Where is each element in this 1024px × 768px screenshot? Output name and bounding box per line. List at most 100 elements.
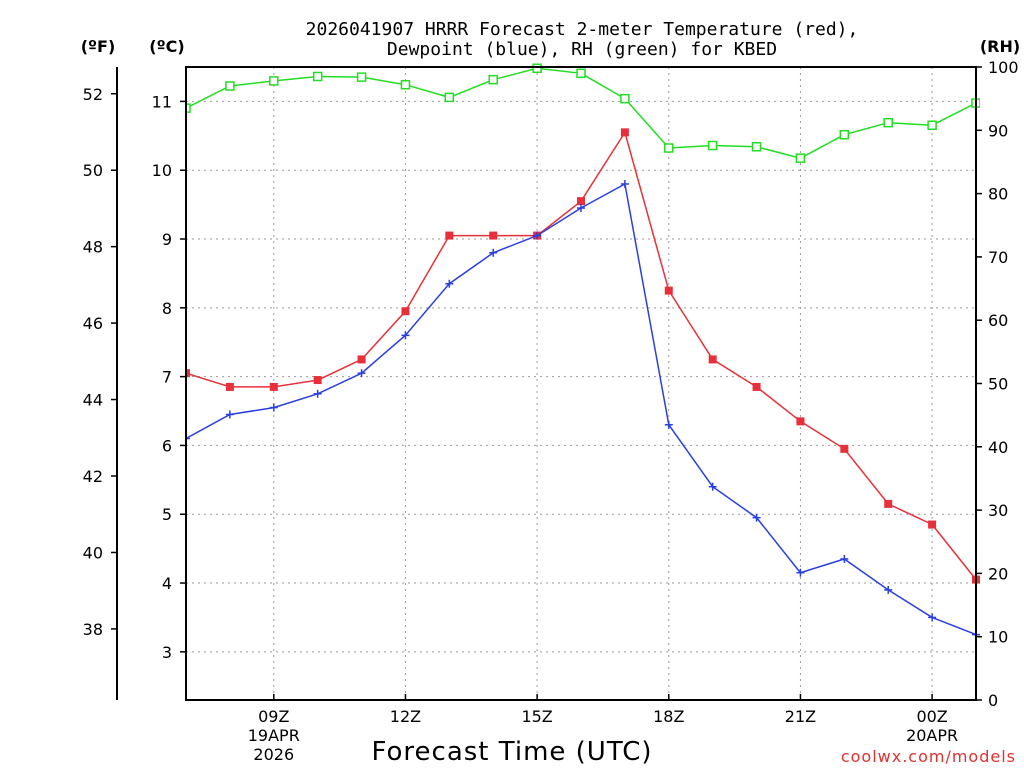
dewpoint-point-12 xyxy=(401,331,410,340)
dewpoint-point-16 xyxy=(577,204,585,213)
series-rh xyxy=(186,63,980,163)
x-axis-label: Forecast Time (UTC) xyxy=(371,737,652,767)
c-tick-label-4: 4 xyxy=(162,574,172,593)
x-tick-label-18Z: 18Z xyxy=(653,707,684,726)
x-tick-label-12Z: 12Z xyxy=(390,707,421,726)
temperature-point-22 xyxy=(840,444,849,453)
f-tick-label-40: 40 xyxy=(83,543,103,562)
temperature-point-23 xyxy=(884,499,893,508)
rh-point-10 xyxy=(312,71,323,82)
rh-tick-label-10: 10 xyxy=(988,628,1008,647)
rh-point-9 xyxy=(269,76,279,86)
temperature-point-14 xyxy=(489,231,498,240)
rh-point-8 xyxy=(225,81,235,91)
rh-point-23 xyxy=(883,117,893,128)
rh-tick-label-90: 90 xyxy=(988,121,1008,140)
x-tick-year-09Z: 2026 xyxy=(253,745,294,764)
rh-tick-label-70: 70 xyxy=(988,248,1008,267)
rh-tick-label-0: 0 xyxy=(988,691,998,710)
dewpoint-point-11 xyxy=(357,369,366,378)
dewpoint-point-8 xyxy=(225,410,234,419)
temperature-point-7 xyxy=(186,369,190,378)
rh-unit-label: (RH) xyxy=(980,37,1020,56)
chart-title-line2: Dewpoint (blue), RH (green) for KBED xyxy=(387,39,777,60)
series-layer xyxy=(186,63,980,639)
chart-title-line1: 2026041907 HRRR Forecast 2-meter Tempera… xyxy=(306,19,859,40)
rh-point-22 xyxy=(839,129,850,140)
series-temperature xyxy=(186,128,980,584)
c-tick-label-6: 6 xyxy=(162,436,172,455)
c-tick-label-9: 9 xyxy=(162,230,172,249)
temperature-point-21 xyxy=(796,417,805,426)
dewpoint-point-15 xyxy=(533,231,542,240)
x-tick-date-00Z: 20APR xyxy=(906,726,958,745)
dewpoint-line xyxy=(186,182,977,636)
rh-tick-label-50: 50 xyxy=(988,375,1008,394)
rh-tick-label-30: 30 xyxy=(988,501,1008,520)
f-tick-label-38: 38 xyxy=(83,620,103,639)
rh-tick-label-60: 60 xyxy=(988,311,1008,330)
f-tick-label-50: 50 xyxy=(83,161,103,180)
x-tick-label-09Z: 09Z xyxy=(258,707,289,726)
temperature-point-11 xyxy=(357,355,366,364)
rh-point-17 xyxy=(620,93,630,104)
rh-point-13 xyxy=(444,92,455,103)
dewpoint-point-23 xyxy=(884,585,893,594)
dewpoint-point-20 xyxy=(752,513,761,522)
dewpoint-point-18 xyxy=(664,420,673,429)
c-tick-label-10: 10 xyxy=(152,161,172,180)
temperature-point-10 xyxy=(313,376,322,385)
f-tick-label-48: 48 xyxy=(83,238,103,257)
dewpoint-point-14 xyxy=(489,248,498,257)
f-tick-label-52: 52 xyxy=(83,85,103,104)
temperature-point-19 xyxy=(708,355,717,364)
rh-point-20 xyxy=(751,142,762,152)
grid xyxy=(186,67,976,700)
c-tick-label-5: 5 xyxy=(162,505,172,524)
c-tick-label-3: 3 xyxy=(162,643,172,662)
temperature-point-18 xyxy=(664,286,673,295)
rh-point-16 xyxy=(576,68,586,79)
rh-tick-label-20: 20 xyxy=(988,564,1008,583)
rh-point-18 xyxy=(664,143,674,153)
temperature-point-9 xyxy=(269,382,278,391)
rh-point-24 xyxy=(927,120,937,130)
x-tick-date-09Z: 19APR xyxy=(248,726,300,745)
temperature-point-17 xyxy=(620,128,629,137)
rh-point-19 xyxy=(707,140,718,151)
f-tick-label-44: 44 xyxy=(83,391,103,410)
rh-point-15 xyxy=(532,63,542,74)
rh-point-21 xyxy=(795,153,806,163)
credit-label: coolwx.com/models xyxy=(841,747,1016,766)
c-tick-label-7: 7 xyxy=(162,368,172,387)
temperature-point-12 xyxy=(401,307,410,316)
dewpoint-point-24 xyxy=(928,613,937,622)
rh-point-7 xyxy=(186,103,191,113)
plot-border xyxy=(185,66,977,701)
rh-point-11 xyxy=(356,72,367,82)
c-tick-label-11: 11 xyxy=(152,92,172,111)
x-tick-label-21Z: 21Z xyxy=(785,707,816,726)
temperature-point-20 xyxy=(752,382,761,391)
x-tick-label-15Z: 15Z xyxy=(521,707,552,726)
c-tick-label-8: 8 xyxy=(162,299,172,318)
rh-line xyxy=(186,67,977,159)
celsius-unit-label: (ºC) xyxy=(149,37,184,56)
f-tick-label-42: 42 xyxy=(83,467,103,486)
dewpoint-point-13 xyxy=(445,279,454,288)
axes-layer: 38 40 42 44 46 48 50 52 3 4 5 6 7 8 9 10 11 0 10 20 30 40 50 60… xyxy=(83,58,1019,764)
f-tick-label-46: 46 xyxy=(83,314,103,333)
fahrenheit-unit-label: (ºF) xyxy=(81,37,116,56)
rh-tick-label-40: 40 xyxy=(988,438,1008,457)
temperature-point-13 xyxy=(445,231,454,240)
temperature-point-16 xyxy=(577,197,585,206)
temperature-point-24 xyxy=(928,520,937,529)
dewpoint-point-7 xyxy=(186,434,190,443)
temperature-point-8 xyxy=(225,382,234,391)
dewpoint-point-17 xyxy=(620,179,629,188)
rh-tick-label-100: 100 xyxy=(988,58,1019,77)
x-tick-label-00Z: 00Z xyxy=(916,707,947,726)
dewpoint-point-10 xyxy=(313,389,322,398)
rh-tick-label-80: 80 xyxy=(988,185,1008,204)
